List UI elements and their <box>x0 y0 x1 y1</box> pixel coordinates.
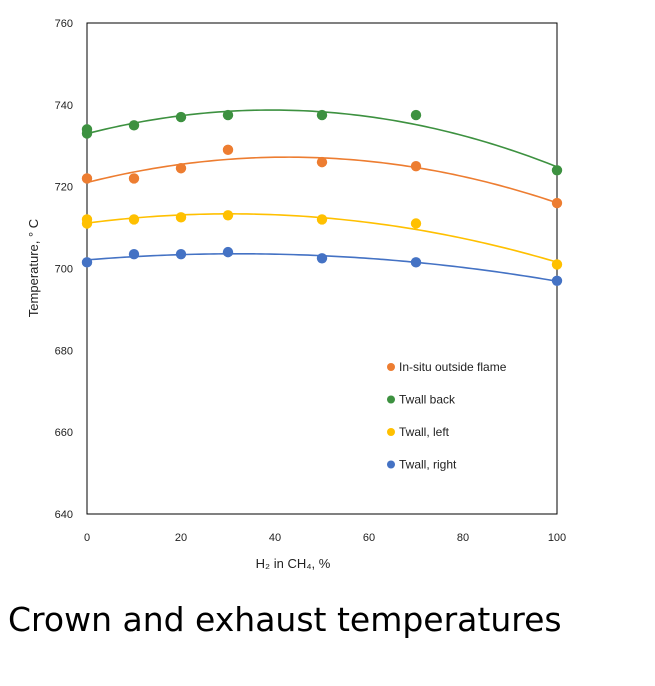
legend-label-twall-right: Twall, right <box>399 458 457 472</box>
point-twall-right <box>128 248 140 260</box>
point-twall-left <box>316 214 328 225</box>
point-in-situ-outside-flame <box>551 197 563 209</box>
plot-area <box>86 22 558 515</box>
point-twall-left <box>81 214 93 225</box>
point-twall-left <box>410 218 422 229</box>
point-in-situ-outside-flame <box>128 173 140 184</box>
y-tick-label: 760 <box>55 18 73 30</box>
y-tick-label: 720 <box>55 182 73 194</box>
caption: Crown and exhaust temperatures <box>8 600 562 639</box>
point-twall-back <box>222 109 234 121</box>
legend-label-in-situ-outside-flame: In-situ outside flame <box>399 360 507 374</box>
y-tick-label: 660 <box>55 427 73 439</box>
point-in-situ-outside-flame <box>175 163 187 174</box>
legend-marker-in-situ-outside-flame <box>387 363 395 371</box>
point-twall-right <box>81 257 93 268</box>
x-axis: 0 20 40 60 80 100 <box>84 532 566 544</box>
y-tick-label: 700 <box>55 264 73 276</box>
point-twall-left <box>128 214 140 225</box>
point-twall-back <box>128 120 140 131</box>
x-axis-title: H₂ in CH₄, % <box>256 556 331 571</box>
x-tick-label: 40 <box>269 532 281 544</box>
point-in-situ-outside-flame <box>222 144 234 156</box>
point-twall-left <box>551 259 563 270</box>
legend-label-twall-back: Twall back <box>399 393 456 407</box>
x-tick-label: 0 <box>84 532 90 544</box>
point-twall-right <box>410 257 422 268</box>
y-tick-label: 680 <box>55 345 73 357</box>
chart: 640 660 680 700 720 740 760 0 20 40 60 80 100 Tempe… <box>26 18 566 571</box>
point-twall-back <box>551 165 563 176</box>
x-tick-label: 80 <box>457 532 469 544</box>
y-axis-title: Temperature, ° C <box>26 219 41 317</box>
point-twall-right <box>175 248 187 260</box>
legend-marker-twall-right <box>387 460 395 469</box>
legend-label-twall-left: Twall, left <box>399 425 450 439</box>
y-tick-label: 740 <box>55 100 73 112</box>
point-twall-left <box>175 212 187 223</box>
point-in-situ-outside-flame <box>410 161 422 172</box>
point-twall-right <box>551 275 563 286</box>
point-twall-right <box>222 246 234 258</box>
legend-marker-twall-left <box>387 428 395 436</box>
point-twall-back <box>175 111 187 123</box>
point-twall-right <box>316 253 328 264</box>
x-tick-label: 60 <box>363 532 375 544</box>
y-tick-label: 640 <box>55 509 73 521</box>
x-tick-label: 20 <box>175 532 187 544</box>
y-axis: 640 660 680 700 720 740 760 <box>55 18 73 521</box>
data-points <box>81 109 563 286</box>
point-twall-back <box>410 109 422 121</box>
point-twall-back <box>316 109 328 121</box>
point-twall-left <box>222 210 234 221</box>
point-in-situ-outside-flame <box>316 156 328 168</box>
point-in-situ-outside-flame <box>81 173 93 184</box>
x-tick-label: 100 <box>548 532 566 544</box>
legend-marker-twall-back <box>387 395 395 404</box>
legend: In-situ outside flame Twall back Twall, le… <box>387 360 507 472</box>
point-twall-back <box>81 124 93 135</box>
